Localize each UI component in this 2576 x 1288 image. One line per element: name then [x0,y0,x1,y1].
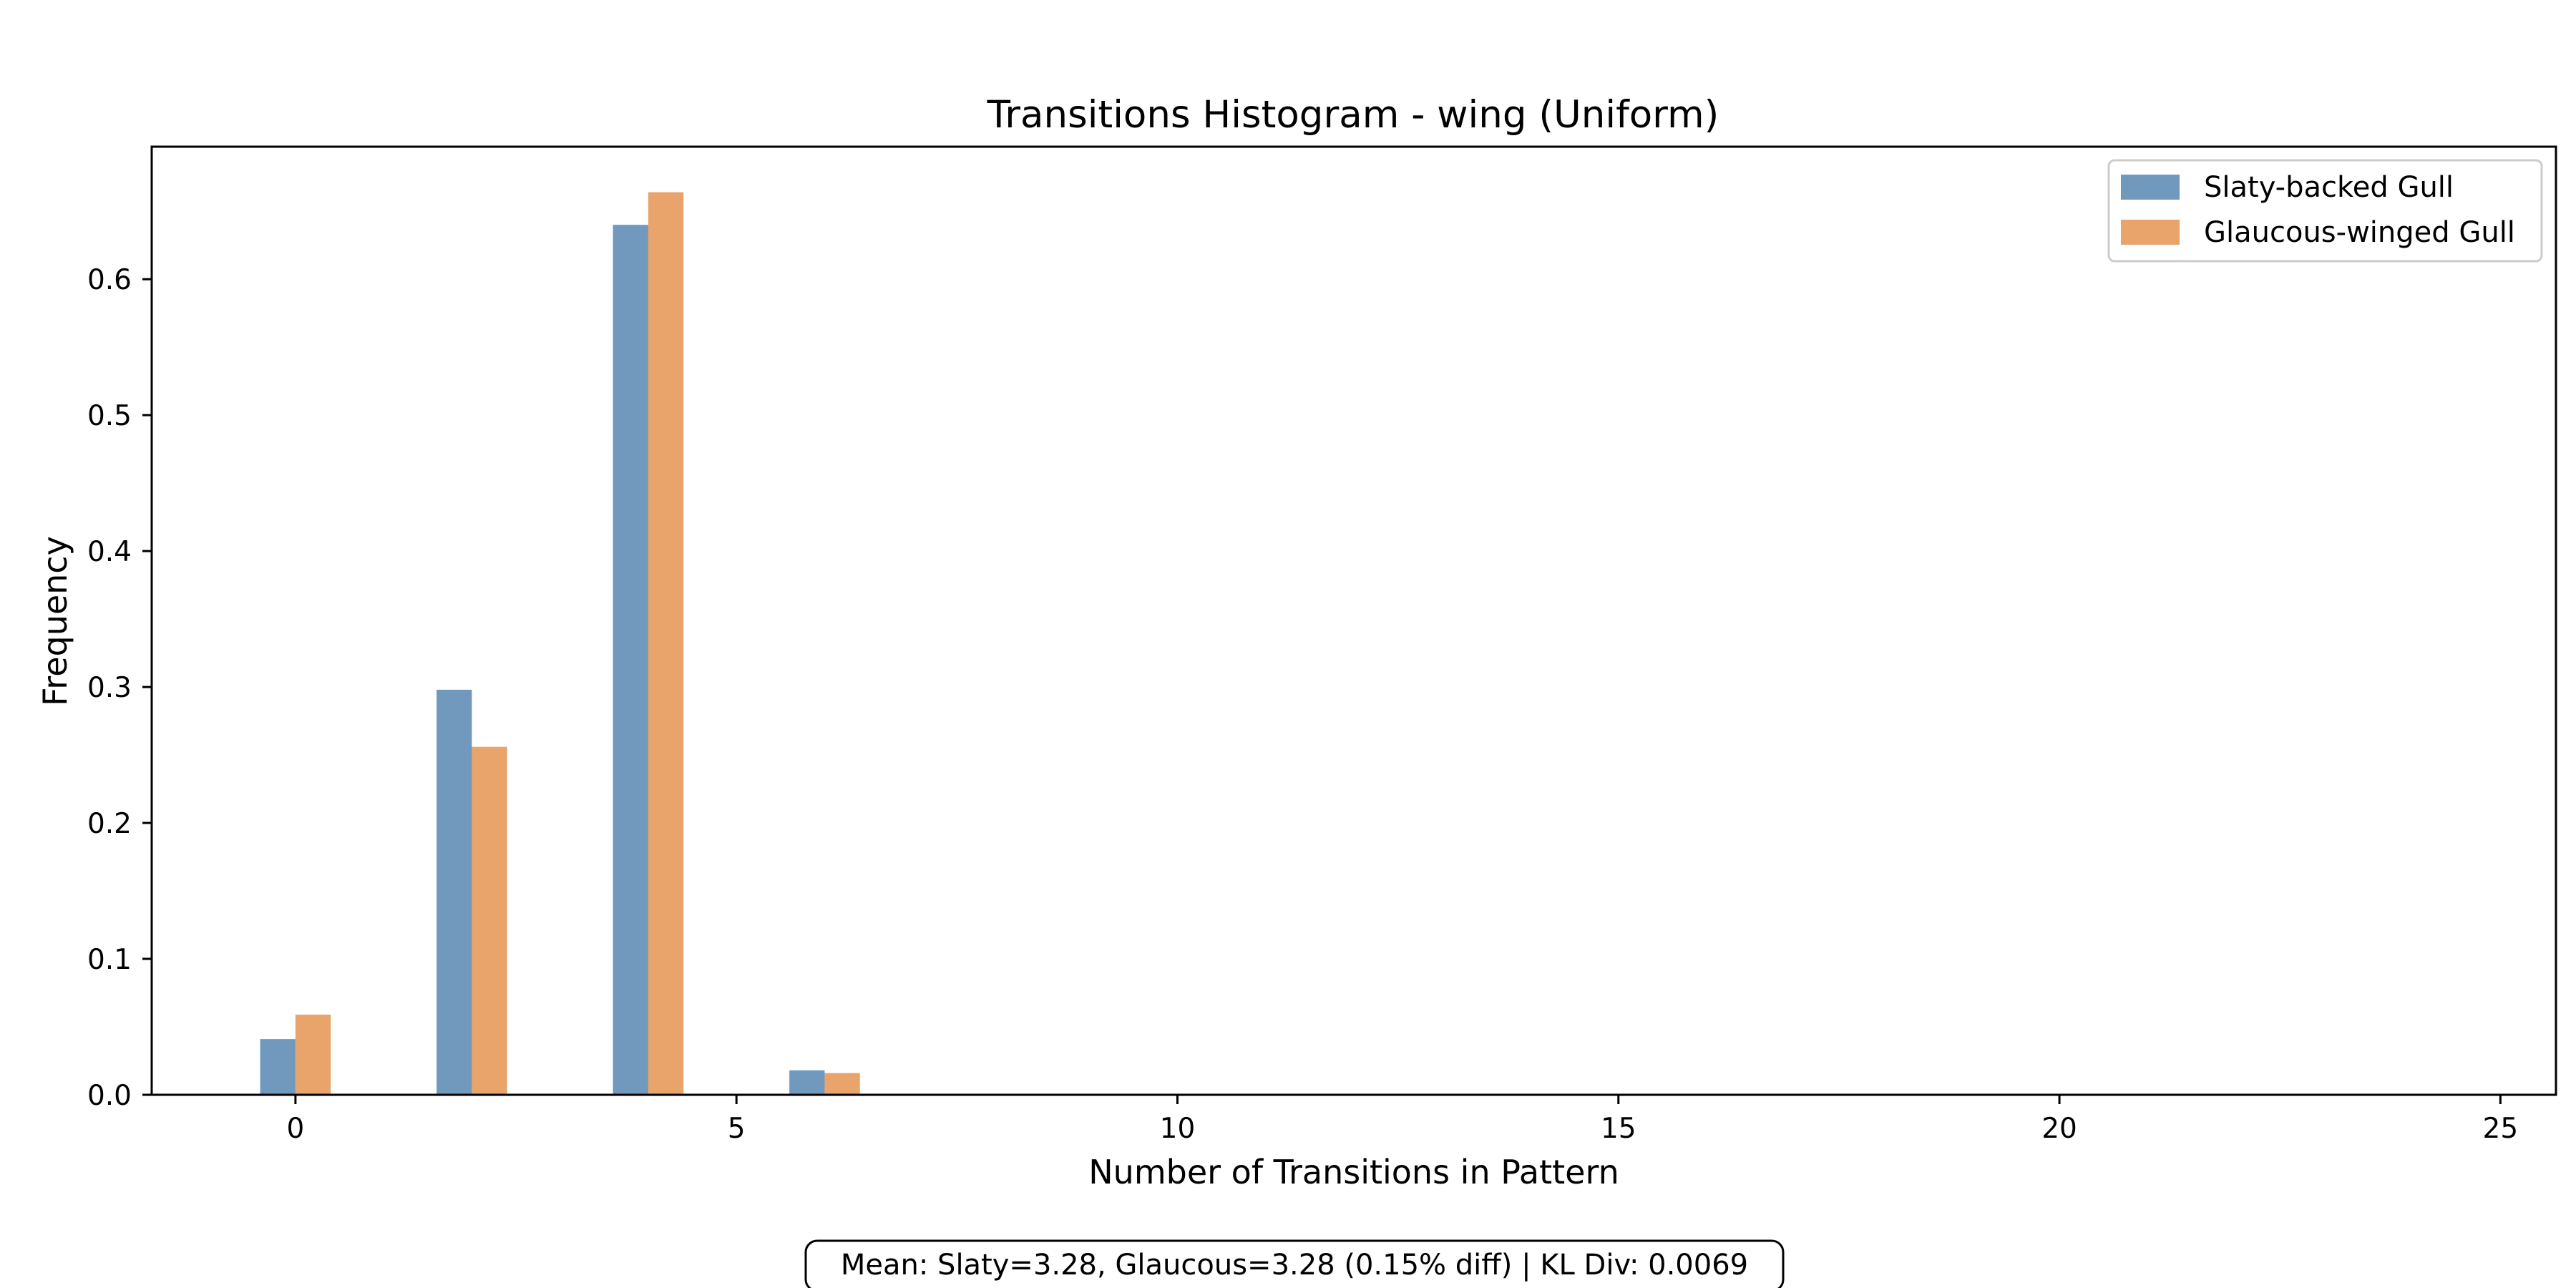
bar-slaty-backed-gull-4 [613,225,648,1096]
bar-glaucous-winged-gull-2 [472,746,507,1095]
legend-label-slaty-backed-gull: Slaty-backed Gull [2204,171,2454,204]
x-tick-label: 5 [728,1113,746,1145]
y-tick-label: 0.3 [87,672,132,704]
x-tick-label: 10 [1160,1113,1196,1145]
summary-annotation: Mean: Slaty=3.28, Glaucous=3.28 (0.15% d… [804,1239,1785,1288]
x-tick-label: 25 [2483,1113,2519,1145]
bar-slaty-backed-gull-0 [260,1039,296,1095]
x-tick-label: 0 [286,1113,304,1145]
bar-glaucous-winged-gull-4 [648,192,684,1096]
y-tick-label: 0.4 [87,536,132,568]
y-tick-label: 0.0 [87,1080,132,1112]
x-axis-label: Number of Transitions in Pattern [1088,1153,1619,1191]
x-tick-label: 20 [2041,1113,2077,1145]
chart-title: Transitions Histogram - wing (Uniform) [987,93,1719,137]
x-axis-ticks: 0 5 10 15 20 25 [286,1095,2518,1145]
legend-swatch-slaty-backed-gull [2121,175,2180,200]
x-tick-label: 15 [1601,1113,1636,1145]
bars-group [260,192,860,1096]
y-axis-label: Frequency [36,536,74,706]
legend: Slaty-backed Gull Glaucous-winged Gull [2107,159,2543,263]
y-tick-label: 0.2 [87,808,132,840]
summary-annotation-text: Mean: Slaty=3.28, Glaucous=3.28 (0.15% d… [841,1249,1748,1282]
bar-glaucous-winged-gull-6 [824,1073,860,1095]
y-tick-label: 0.5 [87,400,132,432]
legend-swatch-glaucous-winged-gull [2121,220,2180,245]
bar-slaty-backed-gull-6 [789,1070,825,1095]
legend-frame [2107,159,2543,263]
summary-annotation-frame [804,1239,1785,1288]
y-tick-label: 0.6 [87,264,132,296]
y-tick-label: 0.1 [87,944,132,976]
y-axis-ticks: 0.0 0.1 0.2 0.3 0.4 0.5 0.6 [87,264,152,1112]
bar-slaty-backed-gull-2 [436,689,472,1095]
legend-label-glaucous-winged-gull: Glaucous-winged Gull [2204,216,2515,249]
bar-glaucous-winged-gull-0 [295,1014,331,1095]
plot-area-frame [150,145,2557,1096]
